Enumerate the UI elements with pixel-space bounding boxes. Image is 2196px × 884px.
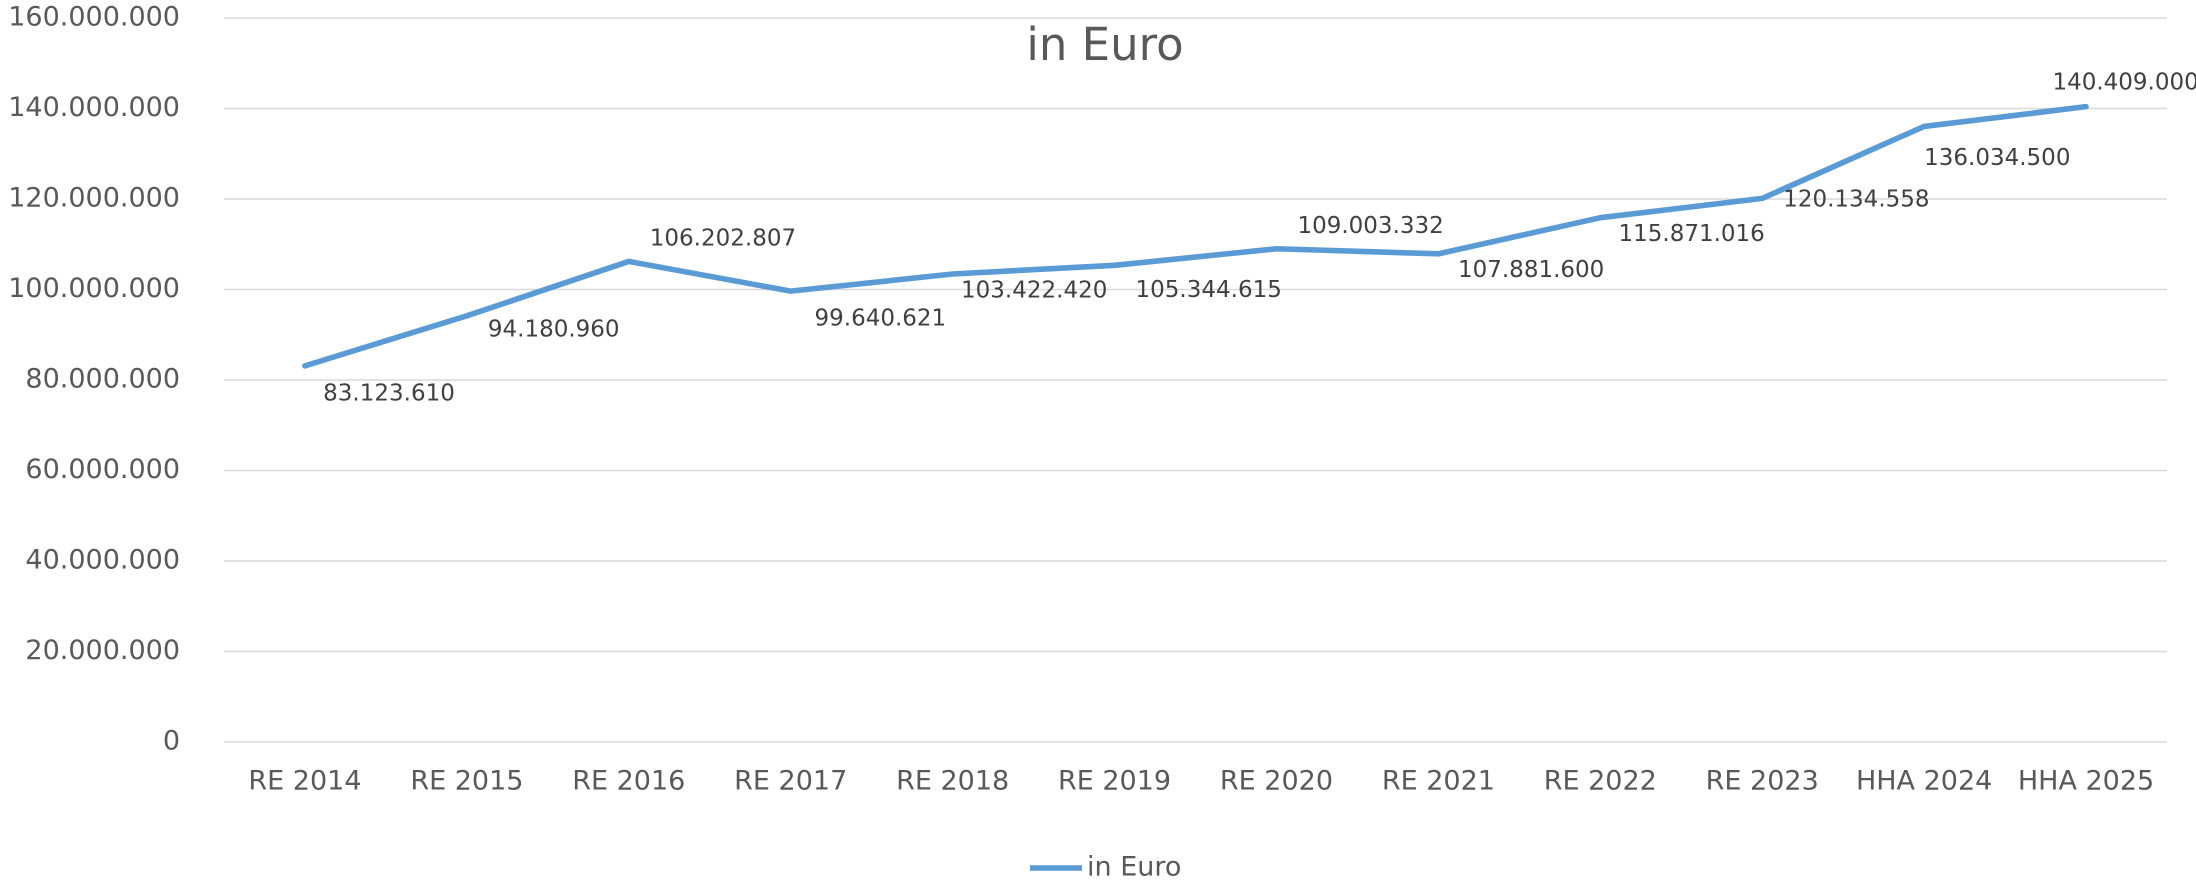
data-label: 99.640.621 bbox=[815, 306, 947, 332]
data-label: 103.422.420 bbox=[961, 277, 1107, 303]
chart-title: in Euro bbox=[1026, 18, 1183, 71]
x-tick-label: RE 2019 bbox=[1058, 766, 1171, 797]
data-label: 136.034.500 bbox=[1924, 145, 2070, 171]
data-label: 109.003.332 bbox=[1297, 213, 1443, 239]
y-tick-label: 160.000.000 bbox=[8, 2, 180, 33]
x-tick-label: RE 2023 bbox=[1706, 766, 1819, 797]
x-tick-label: RE 2020 bbox=[1220, 766, 1333, 797]
data-label: 140.409.000 bbox=[2052, 69, 2196, 95]
data-label: 120.134.558 bbox=[1783, 186, 1929, 212]
y-tick-label: 20.000.000 bbox=[25, 635, 180, 666]
data-label: 115.871.016 bbox=[1618, 221, 1764, 247]
y-tick-label: 0 bbox=[163, 726, 180, 757]
data-label: 107.881.600 bbox=[1458, 257, 1604, 283]
y-tick-label: 80.000.000 bbox=[25, 364, 180, 395]
x-tick-label: HHA 2025 bbox=[2018, 766, 2154, 797]
x-tick-label: RE 2017 bbox=[734, 766, 847, 797]
x-tick-label: RE 2016 bbox=[572, 766, 685, 797]
y-tick-label: 100.000.000 bbox=[8, 273, 180, 304]
x-tick-label: HHA 2024 bbox=[1856, 766, 1992, 797]
data-label: 94.180.960 bbox=[488, 316, 620, 342]
data-line bbox=[302, 103, 2089, 369]
x-tick-label: RE 2021 bbox=[1382, 766, 1495, 797]
y-tick-label: 40.000.000 bbox=[25, 545, 180, 576]
data-label: 83.123.610 bbox=[323, 380, 455, 406]
y-tick-label: 120.000.000 bbox=[8, 183, 180, 214]
x-tick-label: RE 2018 bbox=[896, 766, 1009, 797]
legend-label: in Euro bbox=[1087, 852, 1181, 883]
y-tick-label: 140.000.000 bbox=[8, 92, 180, 123]
x-tick-label: RE 2022 bbox=[1544, 766, 1657, 797]
x-tick-label: RE 2014 bbox=[248, 766, 361, 797]
x-tick-label: RE 2015 bbox=[410, 766, 523, 797]
data-label: 105.344.615 bbox=[1136, 277, 1282, 303]
data-label: 106.202.807 bbox=[650, 226, 796, 252]
y-tick-label: 60.000.000 bbox=[25, 454, 180, 485]
